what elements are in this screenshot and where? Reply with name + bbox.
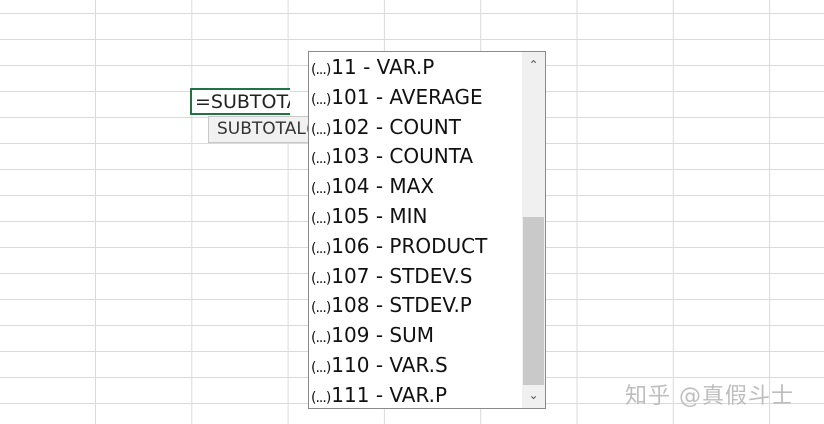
autocomplete-item[interactable]: (...)102 - COUNT [311,113,461,143]
formula-autocomplete-list[interactable]: ⌃ ⌄ (...)11 - VAR.P (...)101 - AVERAGE (..… [308,51,546,409]
function-argument-icon: (...) [311,300,331,317]
autocomplete-item[interactable]: (...)110 - VAR.S [311,351,448,381]
function-argument-icon: (...) [311,389,331,406]
autocomplete-item-label: 103 - COUNTA [331,144,474,169]
function-argument-icon: (...) [311,181,331,198]
function-argument-icon: (...) [311,121,331,138]
autocomplete-item[interactable]: (...)109 - SUM [311,321,434,351]
function-argument-icon: (...) [311,151,331,168]
autocomplete-item[interactable]: (...)106 - PRODUCT [311,232,487,262]
autocomplete-item[interactable]: (...)105 - MIN [311,202,428,232]
function-argument-icon: (...) [311,211,331,227]
autocomplete-item[interactable]: (...)11 - VAR.P [311,53,434,83]
autocomplete-item-label: 111 - VAR.P [331,382,448,407]
scrollbar[interactable]: ⌃ ⌄ [522,52,545,408]
chevron-down-icon[interactable]: ⌄ [528,388,539,402]
function-argument-icon: (...) [311,330,331,347]
watermark: 知乎 @真假斗士 [625,384,794,409]
autocomplete-item-label: 102 - COUNT [331,114,461,139]
autocomplete-item-label: 11 - VAR.P [331,55,435,79]
function-argument-icon: (...) [311,91,331,108]
autocomplete-item-label: 108 - STDEV.P [331,293,472,318]
function-argument-icon: (...) [311,240,331,257]
autocomplete-item-label: 106 - PRODUCT [331,233,488,258]
chevron-up-icon[interactable]: ⌃ [528,58,539,72]
function-signature-tooltip[interactable]: SUBTOTAL( [208,116,308,143]
autocomplete-item[interactable]: (...)101 - AVERAGE [311,83,483,113]
autocomplete-item[interactable]: (...)107 - STDEV.S [311,262,473,292]
active-cell-editor[interactable]: =SUBTOTAL( [190,88,290,115]
autocomplete-item-label: 105 - MIN [331,204,428,228]
autocomplete-item-label: 101 - AVERAGE [331,84,483,109]
autocomplete-item[interactable]: (...)103 - COUNTA [311,142,473,172]
function-argument-icon: (...) [311,360,331,376]
function-argument-icon: (...) [311,62,331,78]
autocomplete-item[interactable]: (...)111 - VAR.P [311,381,447,411]
function-argument-icon: (...) [311,270,331,287]
scrollbar-thumb[interactable] [523,217,544,385]
autocomplete-item-label: 107 - STDEV.S [331,263,473,288]
autocomplete-item-label: 104 - MAX [331,174,435,199]
autocomplete-item[interactable]: (...)104 - MAX [311,172,434,202]
autocomplete-item-label: 110 - VAR.S [331,353,448,377]
autocomplete-item-label: 109 - SUM [331,323,434,348]
autocomplete-item[interactable]: (...)108 - STDEV.P [311,291,472,321]
